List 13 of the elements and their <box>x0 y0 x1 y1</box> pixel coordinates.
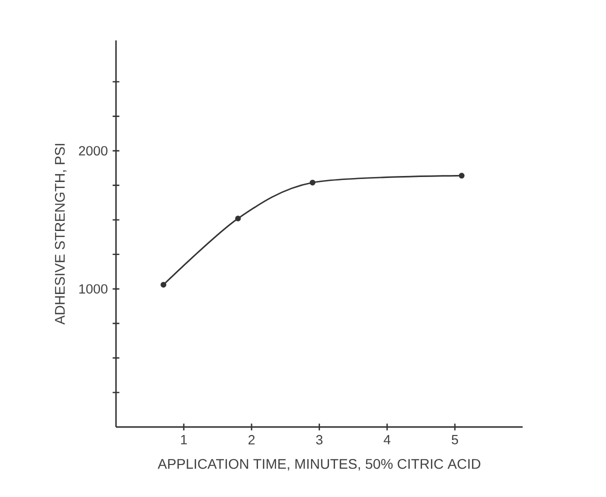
y-axis-title: ADHESIVE STRENGTH, PSI <box>54 144 66 325</box>
x-tick-label: 4 <box>384 435 390 444</box>
x-tick-label: 3 <box>316 435 322 444</box>
point <box>458 172 465 179</box>
point <box>235 216 241 222</box>
point <box>310 180 316 186</box>
y-tick-label: 1000 <box>79 284 108 294</box>
y-tick-label: 2000 <box>78 146 108 156</box>
x-tick-label: 1 <box>181 435 187 444</box>
x-tick-label: 5 <box>452 435 458 444</box>
point <box>160 282 166 288</box>
x-axis-title: APPLICATION TIME, MINUTES, 50% CITRIC ACID <box>158 458 480 471</box>
x-tick-label: 2 <box>248 435 255 444</box>
